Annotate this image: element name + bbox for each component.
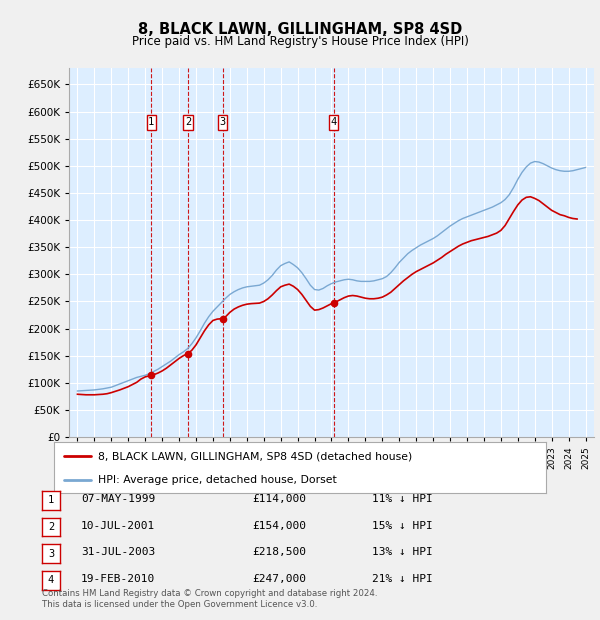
Text: £247,000: £247,000 — [252, 574, 306, 584]
Text: 3: 3 — [220, 117, 226, 128]
Text: 1: 1 — [48, 495, 54, 505]
Text: 13% ↓ HPI: 13% ↓ HPI — [372, 547, 433, 557]
Text: 8, BLACK LAWN, GILLINGHAM, SP8 4SD (detached house): 8, BLACK LAWN, GILLINGHAM, SP8 4SD (deta… — [98, 451, 413, 461]
Text: 2: 2 — [48, 522, 54, 532]
Text: Contains HM Land Registry data © Crown copyright and database right 2024.
This d: Contains HM Land Registry data © Crown c… — [42, 590, 377, 609]
Text: 11% ↓ HPI: 11% ↓ HPI — [372, 494, 433, 504]
Text: 4: 4 — [331, 117, 337, 128]
Text: 10-JUL-2001: 10-JUL-2001 — [81, 521, 155, 531]
Text: 15% ↓ HPI: 15% ↓ HPI — [372, 521, 433, 531]
Text: 3: 3 — [48, 549, 54, 559]
Text: Price paid vs. HM Land Registry's House Price Index (HPI): Price paid vs. HM Land Registry's House … — [131, 35, 469, 48]
Text: 07-MAY-1999: 07-MAY-1999 — [81, 494, 155, 504]
Bar — [146, 115, 156, 130]
Bar — [329, 115, 338, 130]
Text: 21% ↓ HPI: 21% ↓ HPI — [372, 574, 433, 584]
Text: 2: 2 — [185, 117, 191, 128]
Text: 1: 1 — [148, 117, 154, 128]
Text: 4: 4 — [48, 575, 54, 585]
Text: 8, BLACK LAWN, GILLINGHAM, SP8 4SD: 8, BLACK LAWN, GILLINGHAM, SP8 4SD — [138, 22, 462, 37]
Text: £114,000: £114,000 — [252, 494, 306, 504]
Text: 31-JUL-2003: 31-JUL-2003 — [81, 547, 155, 557]
Bar — [218, 115, 227, 130]
Text: HPI: Average price, detached house, Dorset: HPI: Average price, detached house, Dors… — [98, 475, 337, 485]
Text: 19-FEB-2010: 19-FEB-2010 — [81, 574, 155, 584]
Text: £218,500: £218,500 — [252, 547, 306, 557]
Bar — [183, 115, 193, 130]
Text: £154,000: £154,000 — [252, 521, 306, 531]
